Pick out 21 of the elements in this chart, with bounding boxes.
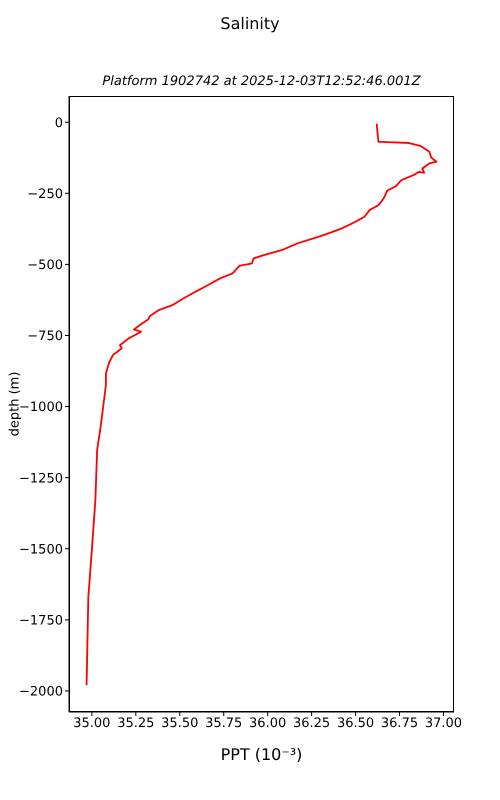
y-tick-label: −500 bbox=[27, 258, 63, 273]
y-tick-label: −250 bbox=[27, 186, 63, 202]
y-tick-label: 0 bbox=[54, 116, 63, 131]
x-tick-label: 36.50 bbox=[336, 716, 374, 732]
x-tick-label: 35.75 bbox=[205, 716, 242, 732]
x-axis-title: PPT (10⁻³) bbox=[220, 745, 302, 764]
chart-subtitle: Platform 1902742 at 2025-12-03T12:52:46.001Z bbox=[101, 74, 422, 89]
y-tick-label: −750 bbox=[27, 329, 63, 344]
chart-title: Salinity bbox=[219, 14, 281, 33]
line-series bbox=[86, 122, 438, 686]
y-tick-label: −1750 bbox=[19, 613, 63, 628]
x-tick-label: 36.00 bbox=[249, 716, 286, 732]
y-tick-label: −1250 bbox=[19, 471, 63, 486]
x-tick-label: 36.25 bbox=[292, 716, 330, 732]
y-tick-label: −1500 bbox=[19, 542, 63, 558]
x-tick-label: 35.25 bbox=[117, 716, 154, 732]
x-tick-label: 37.00 bbox=[424, 716, 462, 732]
x-tick-label: 35.50 bbox=[161, 716, 198, 732]
x-tick-label: 35.00 bbox=[73, 716, 110, 732]
y-tick-label: −2000 bbox=[19, 684, 63, 700]
x-tick-label: 36.75 bbox=[380, 716, 418, 732]
